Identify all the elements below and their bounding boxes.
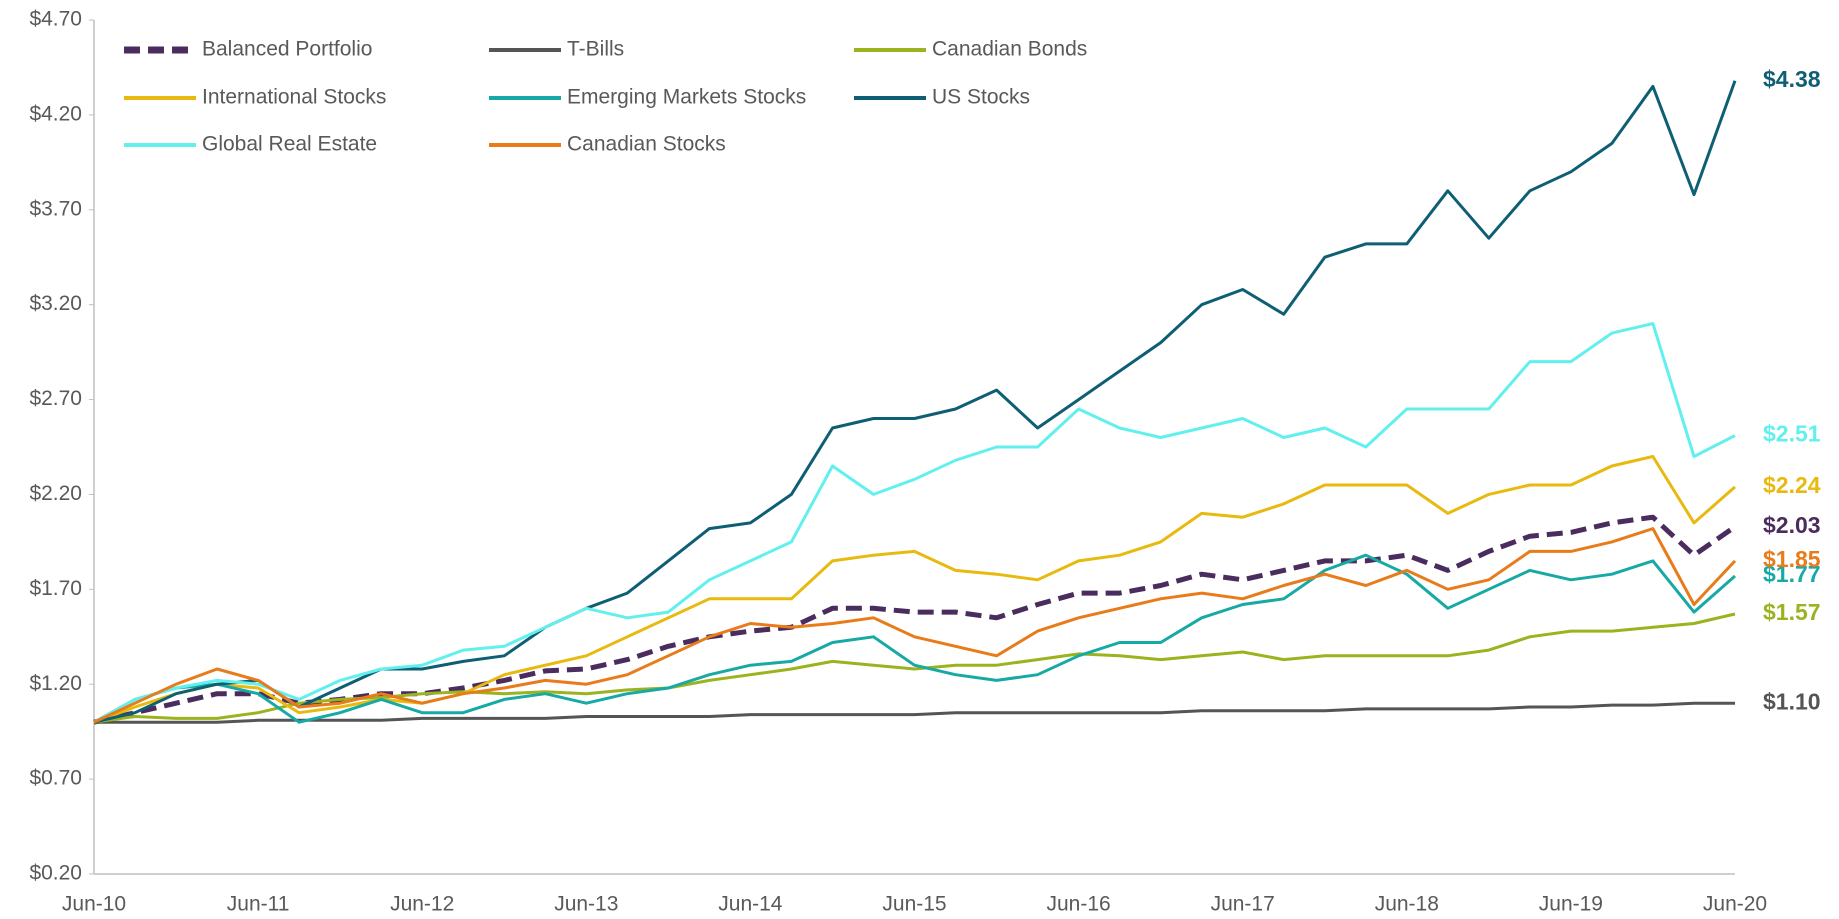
x-tick-label: Jun-10 xyxy=(62,893,126,914)
y-tick-label: $4.70 xyxy=(29,8,82,31)
y-tick-label: $2.20 xyxy=(29,482,82,505)
y-tick-label: $0.70 xyxy=(29,767,82,790)
y-tick-label: $3.70 xyxy=(29,197,82,220)
end-label: $1.85 xyxy=(1763,546,1821,572)
series-line xyxy=(93,80,1737,724)
series-line xyxy=(93,527,1737,724)
x-tick-label: Jun-15 xyxy=(882,893,946,914)
x-tick-label: Jun-18 xyxy=(1375,893,1439,914)
end-label: $1.77 xyxy=(1763,561,1821,587)
x-tick-label: Jun-17 xyxy=(1211,893,1275,914)
y-tick-label: $1.20 xyxy=(29,672,82,695)
series-line xyxy=(93,514,1737,725)
x-tick-label: Jun-19 xyxy=(1539,893,1603,914)
end-label: $4.38 xyxy=(1763,66,1821,92)
y-tick-label: $4.20 xyxy=(29,102,82,125)
x-tick-label: Jun-14 xyxy=(718,893,783,914)
end-label: $2.51 xyxy=(1763,421,1821,447)
x-tick-label: Jun-20 xyxy=(1703,893,1767,914)
y-tick-label: $1.70 xyxy=(29,577,82,600)
series-line xyxy=(93,553,1736,724)
legend-label: Canadian Bonds xyxy=(932,38,1087,61)
end-label: $1.57 xyxy=(1763,599,1821,625)
legend-label: T-Bills xyxy=(567,38,624,61)
x-tick-label: Jun-11 xyxy=(227,893,290,914)
end-label: $2.24 xyxy=(1763,472,1821,498)
series-line xyxy=(93,322,1736,724)
y-tick-label: $2.70 xyxy=(29,387,82,410)
legend-label: Canadian Stocks xyxy=(567,133,726,156)
end-label: $2.03 xyxy=(1763,512,1821,538)
legend-label: International Stocks xyxy=(202,86,386,109)
legend-label: Global Real Estate xyxy=(202,133,377,156)
x-tick-label: Jun-12 xyxy=(390,893,454,914)
y-tick-label: $0.20 xyxy=(29,862,82,885)
y-tick-label: $3.20 xyxy=(29,292,82,315)
x-tick-label: Jun-16 xyxy=(1046,893,1110,914)
legend-label: Emerging Markets Stocks xyxy=(567,86,806,109)
series-line xyxy=(93,455,1736,724)
legend-label: US Stocks xyxy=(932,86,1030,109)
end-label: $1.10 xyxy=(1763,688,1821,714)
legend-label: Balanced Portfolio xyxy=(202,38,372,61)
x-tick-label: Jun-13 xyxy=(554,893,618,914)
series-line xyxy=(94,701,1735,724)
